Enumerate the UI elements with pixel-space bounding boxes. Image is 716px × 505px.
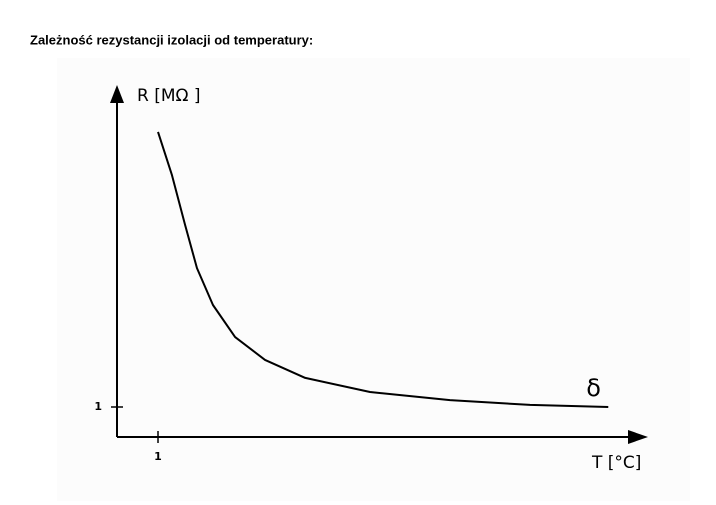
y-tick-label: 1	[94, 400, 102, 413]
x-axis-arrow	[628, 430, 648, 444]
curve-label: δ	[586, 374, 601, 402]
chart-title: Zależność rezystancji izolacji od temper…	[30, 32, 313, 47]
y-axis-label: R [MΩ ]	[137, 86, 201, 106]
y-axis-arrow	[110, 85, 124, 103]
curve	[157, 131, 609, 408]
plot-background	[57, 58, 690, 501]
x-axis-label: T [°C]	[591, 453, 641, 473]
x-tick-label: 1	[154, 450, 162, 463]
